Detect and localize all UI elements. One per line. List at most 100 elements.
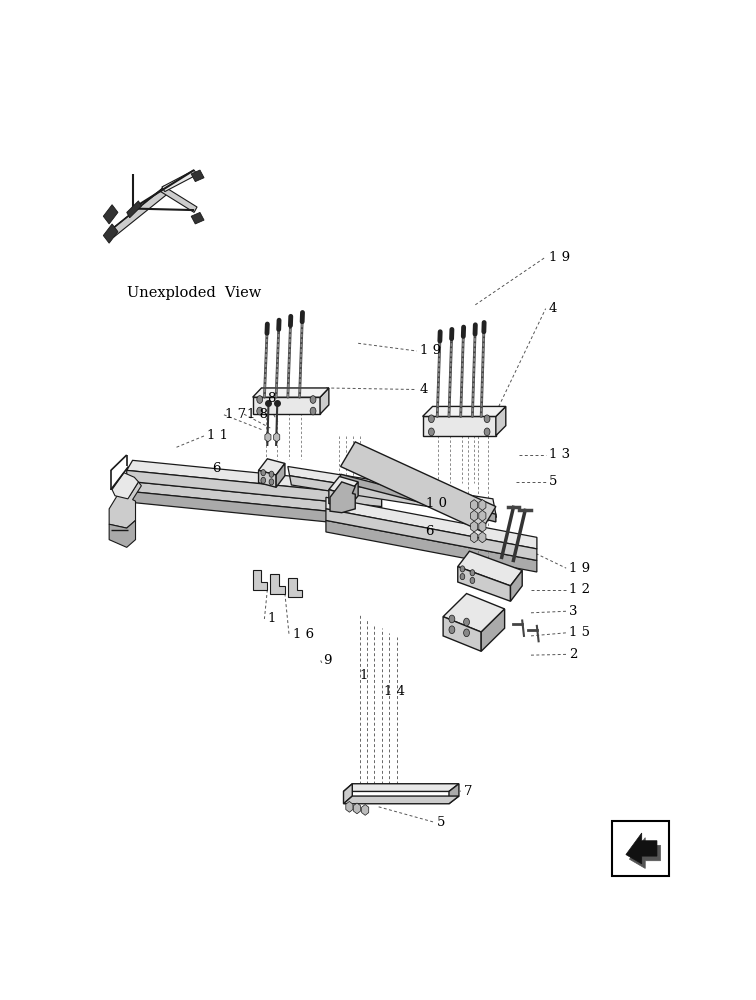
Polygon shape xyxy=(457,551,522,586)
Polygon shape xyxy=(343,784,459,791)
Polygon shape xyxy=(330,482,355,513)
Polygon shape xyxy=(443,617,481,651)
Text: 2: 2 xyxy=(569,648,578,661)
Polygon shape xyxy=(471,500,478,510)
Text: 1 9: 1 9 xyxy=(549,251,570,264)
Polygon shape xyxy=(162,170,197,192)
Polygon shape xyxy=(253,397,320,414)
Polygon shape xyxy=(127,460,387,496)
Polygon shape xyxy=(326,520,537,572)
Polygon shape xyxy=(270,574,285,594)
Polygon shape xyxy=(253,570,268,590)
Polygon shape xyxy=(326,509,537,560)
Circle shape xyxy=(269,479,274,485)
Text: 5: 5 xyxy=(437,816,445,829)
Circle shape xyxy=(339,490,344,497)
Text: 4: 4 xyxy=(420,383,428,396)
Text: 1 2: 1 2 xyxy=(569,583,590,596)
Circle shape xyxy=(342,501,349,509)
Text: 1 5: 1 5 xyxy=(569,626,590,639)
Polygon shape xyxy=(109,189,166,237)
Polygon shape xyxy=(104,224,118,243)
Polygon shape xyxy=(191,170,204,182)
Polygon shape xyxy=(104,205,118,224)
Text: 1 8: 1 8 xyxy=(246,408,268,421)
Polygon shape xyxy=(457,567,510,601)
Circle shape xyxy=(339,498,344,504)
Circle shape xyxy=(331,496,336,502)
Text: 9: 9 xyxy=(323,654,331,667)
Text: 1 6: 1 6 xyxy=(293,628,314,641)
Polygon shape xyxy=(326,497,537,549)
Text: Unexploded  View: Unexploded View xyxy=(127,286,261,300)
Circle shape xyxy=(261,470,265,476)
Polygon shape xyxy=(343,784,352,804)
Circle shape xyxy=(342,492,349,500)
Polygon shape xyxy=(626,833,657,864)
Polygon shape xyxy=(253,388,329,397)
Polygon shape xyxy=(276,463,285,487)
Text: 3: 3 xyxy=(569,605,578,618)
Text: 6: 6 xyxy=(212,462,220,475)
Circle shape xyxy=(460,574,465,580)
Polygon shape xyxy=(109,482,141,528)
Text: 1 9: 1 9 xyxy=(420,344,441,358)
Polygon shape xyxy=(112,473,138,499)
Polygon shape xyxy=(630,838,661,868)
Polygon shape xyxy=(354,803,361,814)
Circle shape xyxy=(484,428,490,436)
Polygon shape xyxy=(127,201,141,218)
Polygon shape xyxy=(329,477,358,495)
Polygon shape xyxy=(290,476,497,517)
Text: 1 0: 1 0 xyxy=(426,497,447,510)
Circle shape xyxy=(310,396,316,403)
Polygon shape xyxy=(288,466,494,508)
Circle shape xyxy=(257,407,262,415)
Circle shape xyxy=(429,415,434,423)
Polygon shape xyxy=(340,474,496,522)
Text: 8: 8 xyxy=(268,392,276,405)
Polygon shape xyxy=(510,570,522,601)
Circle shape xyxy=(449,615,455,623)
Polygon shape xyxy=(259,470,276,487)
Polygon shape xyxy=(471,521,478,532)
Polygon shape xyxy=(329,490,348,509)
Polygon shape xyxy=(343,796,459,804)
Polygon shape xyxy=(127,491,382,527)
Text: 1 4: 1 4 xyxy=(384,685,405,698)
Polygon shape xyxy=(479,532,486,543)
Polygon shape xyxy=(443,594,504,632)
Polygon shape xyxy=(320,388,329,414)
Polygon shape xyxy=(423,416,496,436)
Polygon shape xyxy=(288,578,302,597)
Circle shape xyxy=(331,488,336,494)
Text: 7: 7 xyxy=(463,785,472,798)
Text: 5: 5 xyxy=(549,475,557,488)
Text: 4: 4 xyxy=(549,302,557,315)
Circle shape xyxy=(333,499,339,507)
Circle shape xyxy=(463,629,469,637)
Polygon shape xyxy=(274,433,280,442)
Polygon shape xyxy=(109,187,163,232)
Circle shape xyxy=(470,570,475,576)
Circle shape xyxy=(460,566,465,572)
Polygon shape xyxy=(471,532,478,543)
Text: 1 9: 1 9 xyxy=(569,562,590,575)
Polygon shape xyxy=(127,481,382,517)
Polygon shape xyxy=(340,442,496,531)
Circle shape xyxy=(449,626,455,634)
Text: 1 1: 1 1 xyxy=(207,429,228,442)
Polygon shape xyxy=(449,784,459,804)
Polygon shape xyxy=(259,459,285,475)
Polygon shape xyxy=(479,510,486,521)
Polygon shape xyxy=(479,521,486,532)
Circle shape xyxy=(333,490,339,497)
Circle shape xyxy=(310,407,316,415)
Polygon shape xyxy=(479,500,486,510)
Circle shape xyxy=(463,618,469,626)
Text: 1: 1 xyxy=(359,669,367,682)
Polygon shape xyxy=(127,470,382,507)
Polygon shape xyxy=(161,186,197,212)
Polygon shape xyxy=(348,482,358,509)
Bar xyxy=(612,821,669,876)
